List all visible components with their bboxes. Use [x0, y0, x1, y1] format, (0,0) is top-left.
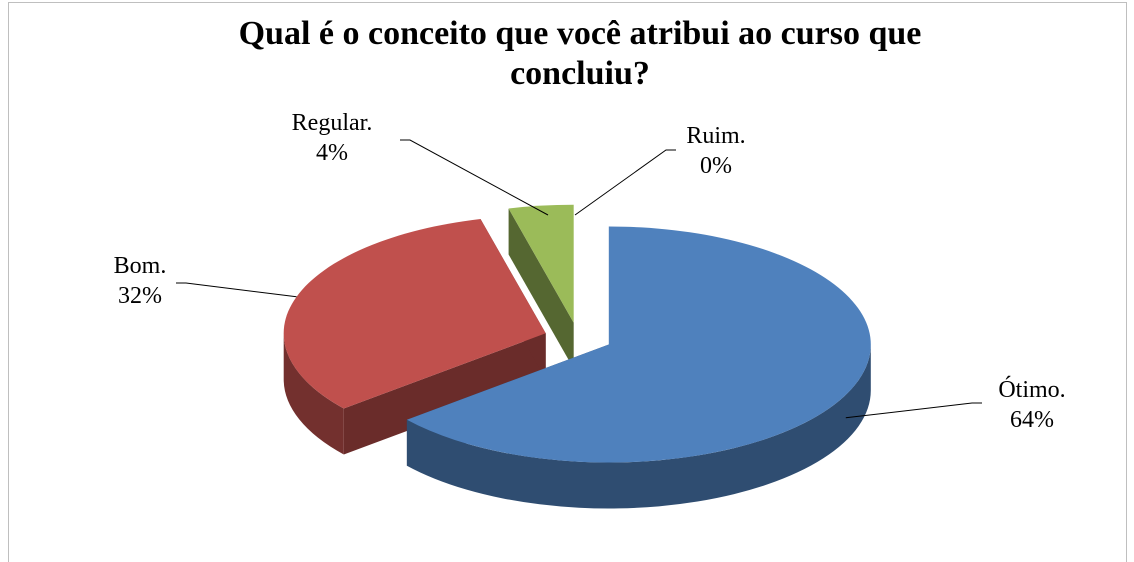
slice	[283, 219, 546, 409]
slice	[508, 204, 574, 323]
slice-side	[343, 333, 546, 455]
data-label-category: Bom.	[114, 253, 167, 279]
slice-side	[508, 208, 574, 369]
data-label-value: 32%	[118, 283, 162, 309]
leader-line	[845, 402, 982, 419]
slice-wall	[406, 344, 871, 509]
data-label-category: Regular.	[292, 110, 373, 136]
data-label-value: 4%	[316, 140, 348, 166]
chart-title: Qual é o conceito que você atribui ao cu…	[238, 15, 922, 92]
leader-line	[400, 139, 549, 216]
slice	[406, 226, 871, 463]
data-label-category: Ótimo.	[998, 376, 1065, 403]
data-label-category: Ruim.	[686, 123, 745, 149]
leader-line	[574, 149, 676, 216]
data-label-value: 64%	[1010, 407, 1054, 433]
slice-wall	[283, 333, 344, 455]
leader-line	[176, 282, 297, 298]
data-label-value: 0%	[700, 153, 732, 179]
chart-border	[8, 2, 1127, 562]
